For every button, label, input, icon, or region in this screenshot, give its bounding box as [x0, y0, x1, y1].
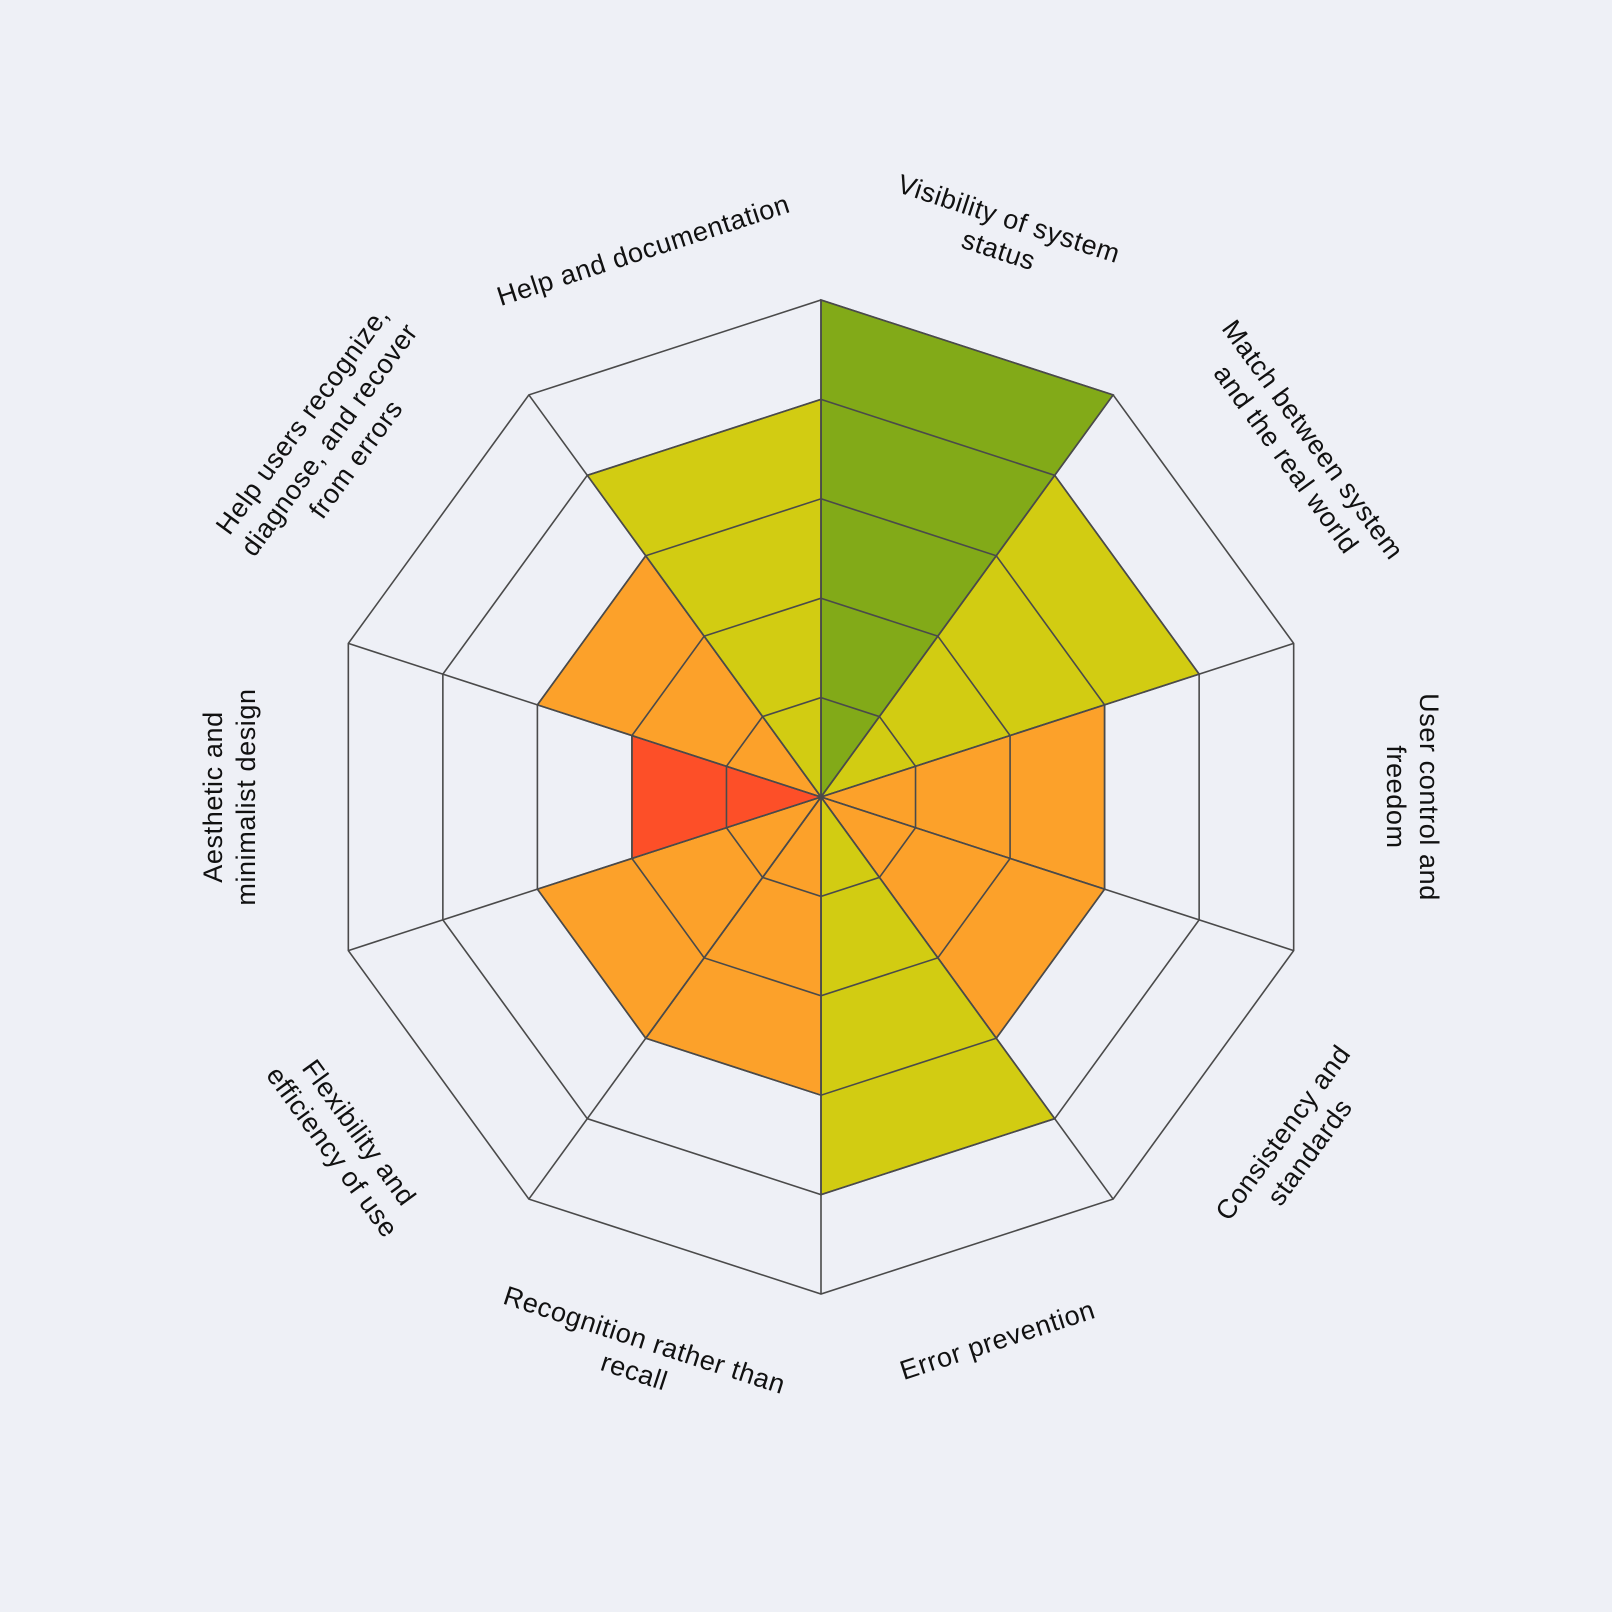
axis-label-group-8: Aesthetic and minimalist design: [198, 688, 261, 905]
axis-label-5-line-1: Error prevention: [896, 1295, 1099, 1386]
radar-grid: [347, 299, 1295, 1295]
axis-label-2-line-1: Match between system: [1216, 314, 1410, 565]
axis-label-8-line-2: minimalist design: [231, 688, 261, 905]
grid-spoke-4: [820, 796, 1294, 952]
grid-spoke-9: [348, 642, 822, 798]
axis-label-group-5: Error prevention: [896, 1295, 1099, 1386]
axis-label-9-line-2: diagnose, and recover: [235, 318, 424, 562]
radar-segments: [536, 298, 1201, 1196]
grid-spoke-3: [820, 642, 1294, 798]
axis-label-10-line-1: Help and documentation: [493, 189, 793, 312]
grid-spoke-5: [820, 796, 1114, 1200]
grid-spoke-8: [348, 796, 822, 952]
axis-label-8-line-1: Aesthetic and: [198, 711, 228, 882]
axis-label-3-line-2: freedom: [1381, 745, 1411, 848]
grid-spoke-2: [820, 394, 1114, 798]
axis-label-3-line-1: User control and: [1414, 693, 1444, 901]
axis-label-group-10: Help and documentation: [493, 189, 793, 312]
grid-spoke-7: [528, 796, 822, 1200]
grid-spoke-10: [528, 394, 822, 798]
axis-label-group-9: Help users recognize,diagnose, and recov…: [210, 301, 424, 562]
